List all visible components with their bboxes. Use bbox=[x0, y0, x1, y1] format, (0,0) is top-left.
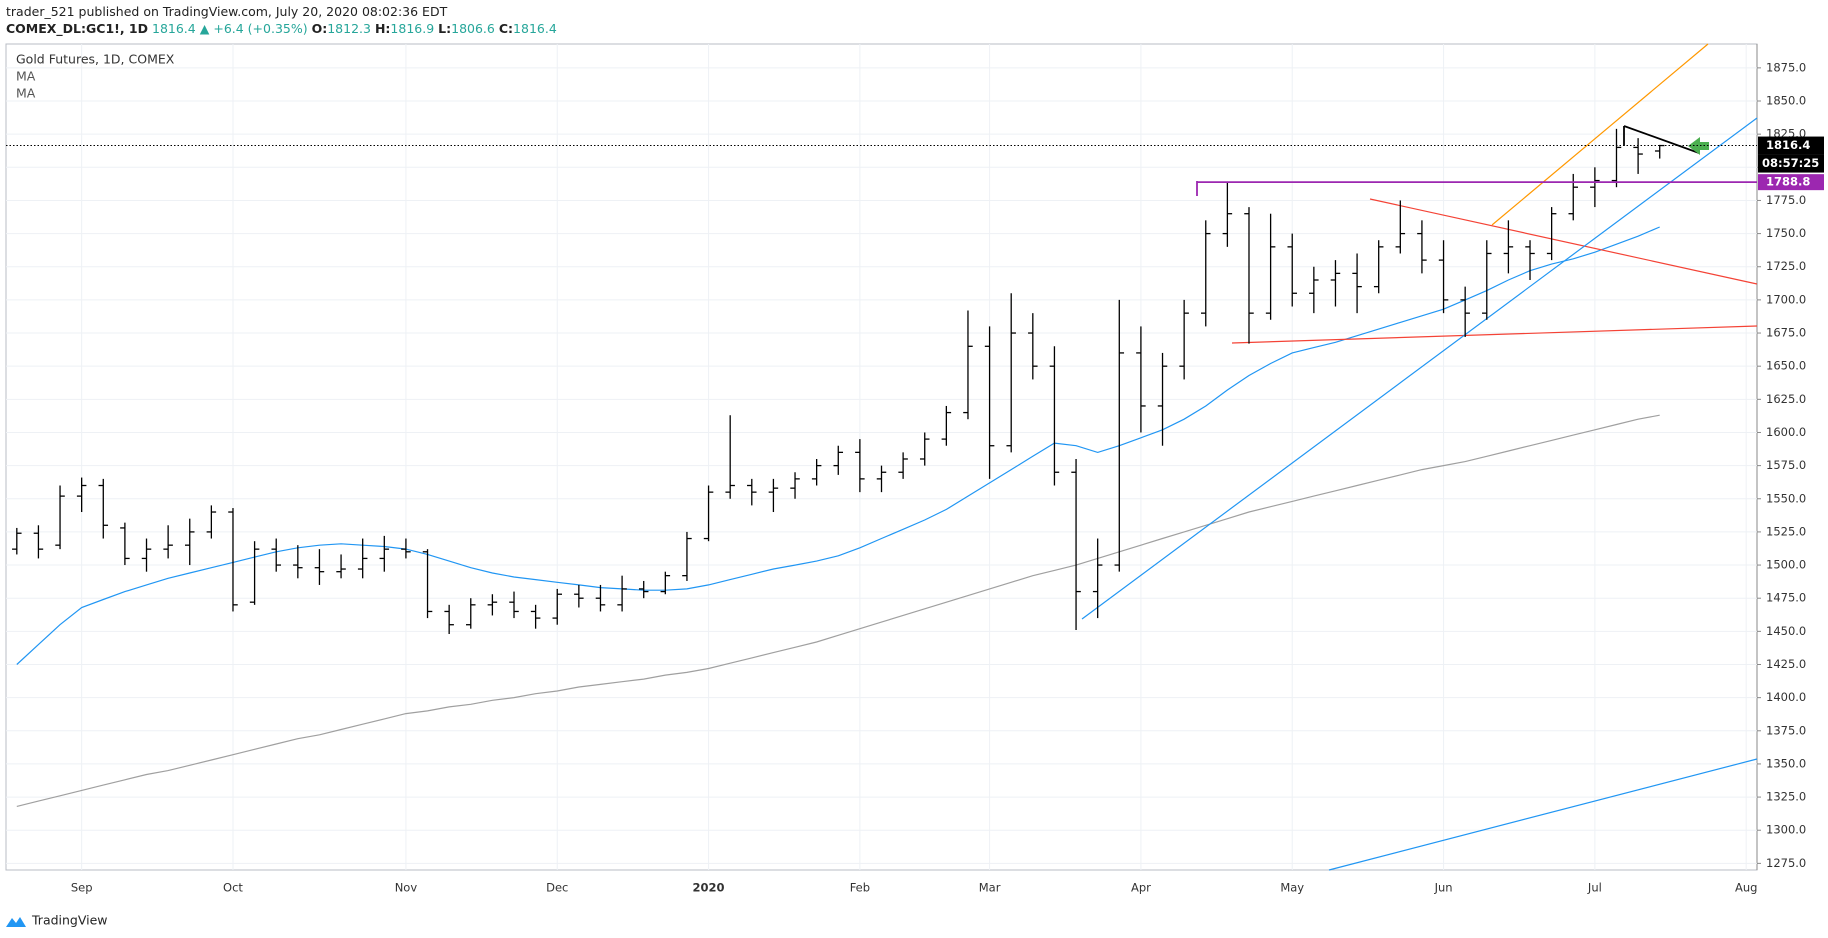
ohlc-label: L: bbox=[438, 21, 452, 36]
y-tick-label: 1775.0 bbox=[1766, 193, 1806, 207]
x-tick-label: Mar bbox=[979, 881, 1001, 895]
x-tick-label: Apr bbox=[1131, 881, 1151, 895]
last-price-box bbox=[1758, 136, 1824, 155]
change-arrow: ▲ bbox=[199, 21, 210, 36]
symbol-legend: COMEX_DL:GC1!, 1D 1816.4 ▲ +6.4 (+0.35%)… bbox=[6, 21, 557, 36]
x-tick-label: May bbox=[1280, 881, 1304, 895]
x-tick-label: Feb bbox=[850, 881, 870, 895]
ohlc-value: 1812.3 bbox=[327, 21, 371, 36]
y-tick-label: 1600.0 bbox=[1766, 425, 1806, 439]
x-tick-label: 2020 bbox=[693, 881, 725, 895]
countdown-box bbox=[1758, 154, 1824, 173]
y-tick-label: 1875.0 bbox=[1766, 60, 1806, 74]
moving-average bbox=[16, 414, 1660, 807]
y-tick-label: 1575.0 bbox=[1766, 458, 1806, 472]
price-label-box bbox=[1758, 174, 1824, 191]
trend-line bbox=[1231, 325, 1758, 344]
ohlc-value: 1806.6 bbox=[451, 21, 495, 36]
ohlc-label: C: bbox=[498, 21, 514, 36]
price-label: 1788.8 bbox=[1766, 175, 1810, 189]
y-tick-label: 1400.0 bbox=[1766, 690, 1806, 704]
ohlc-label: O: bbox=[311, 21, 328, 36]
y-tick-label: 1425.0 bbox=[1766, 657, 1806, 671]
logo-icon bbox=[6, 917, 26, 927]
legend-entry: MA bbox=[16, 86, 36, 101]
trend-line bbox=[1328, 758, 1758, 871]
y-tick-label: 1350.0 bbox=[1766, 756, 1806, 770]
trend-line bbox=[1081, 117, 1758, 620]
ohlc-value: 1816.9 bbox=[390, 21, 435, 36]
y-tick-label: 1475.0 bbox=[1766, 591, 1806, 605]
ohlc-label: H: bbox=[374, 21, 391, 36]
last-price-label: 1816.4 bbox=[1766, 138, 1810, 152]
byline: trader_521 published on TradingView.com,… bbox=[6, 4, 448, 19]
x-tick-label: Nov bbox=[395, 881, 418, 895]
y-tick-label: 1625.0 bbox=[1766, 392, 1806, 406]
x-tick-label: Sep bbox=[71, 881, 93, 895]
moving-average bbox=[16, 226, 1660, 665]
y-tick-label: 1375.0 bbox=[1766, 723, 1806, 737]
y-tick-label: 1500.0 bbox=[1766, 558, 1806, 572]
x-tick-label: Dec bbox=[546, 881, 568, 895]
y-tick-label: 1725.0 bbox=[1766, 259, 1806, 273]
y-tick-label: 1300.0 bbox=[1766, 823, 1806, 837]
x-tick-label: Oct bbox=[223, 881, 243, 895]
y-tick-label: 1450.0 bbox=[1766, 624, 1806, 638]
legend-entry: MA bbox=[16, 69, 36, 84]
y-tick-label: 1675.0 bbox=[1766, 326, 1806, 340]
last-price: 1816.4 bbox=[152, 21, 196, 36]
y-tick-label: 1325.0 bbox=[1766, 790, 1806, 804]
y-tick-label: 1525.0 bbox=[1766, 524, 1806, 538]
x-tick-label: Aug bbox=[1735, 881, 1757, 895]
y-tick-label: 1275.0 bbox=[1766, 856, 1806, 870]
x-tick-label: Jun bbox=[1434, 881, 1453, 895]
y-tick-label: 1700.0 bbox=[1766, 292, 1806, 306]
arrow-marker bbox=[1688, 137, 1709, 155]
countdown: 08:57:25 bbox=[1762, 156, 1819, 170]
chart-title: Gold Futures, 1D, COMEX bbox=[16, 52, 175, 67]
drawings bbox=[1081, 43, 1758, 871]
trend-line bbox=[1369, 198, 1758, 285]
change: +6.4 (+0.35%) bbox=[213, 21, 308, 36]
logo-text: TradingView bbox=[31, 913, 108, 928]
ohlc-value: 1816.4 bbox=[513, 21, 557, 36]
x-tick-label: Jul bbox=[1587, 881, 1602, 895]
symbol: COMEX_DL:GC1!, 1D bbox=[6, 21, 149, 36]
trend-line bbox=[1623, 125, 1700, 154]
y-tick-label: 1750.0 bbox=[1766, 226, 1806, 240]
y-tick-label: 1650.0 bbox=[1766, 359, 1806, 373]
y-tick-label: 1550.0 bbox=[1766, 491, 1806, 505]
y-tick-label: 1850.0 bbox=[1766, 94, 1806, 108]
trend-line bbox=[1491, 43, 1709, 226]
